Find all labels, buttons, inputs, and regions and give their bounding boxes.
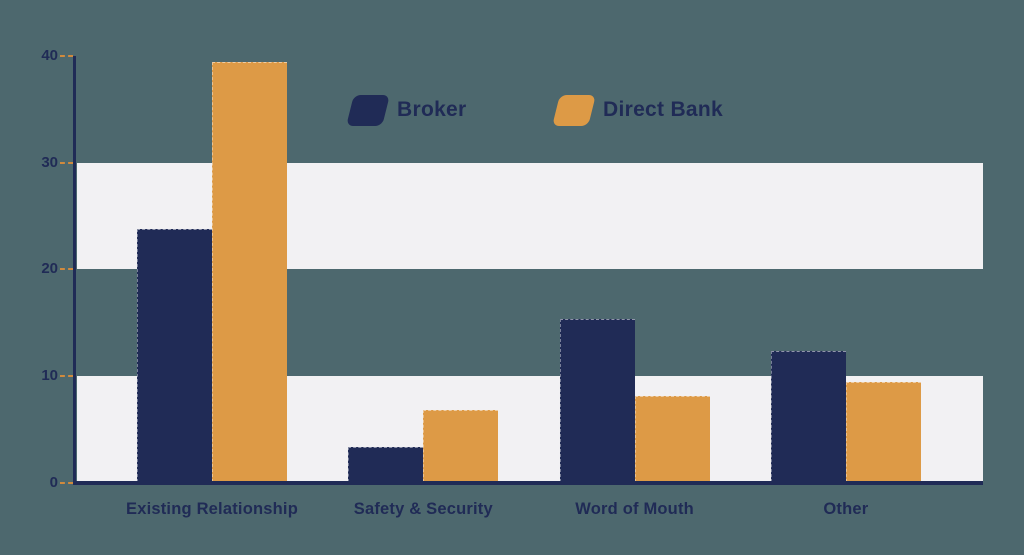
legend-item-broker: Broker xyxy=(346,91,467,129)
y-tick-mark xyxy=(60,481,73,484)
y-tick-label-20: 20 xyxy=(41,260,58,278)
broker-legend-label: Broker xyxy=(397,98,467,121)
direct-bank-legend-label: Direct Bank xyxy=(603,98,724,121)
x-category-label-other: Other xyxy=(823,500,869,518)
bar-broker-safety-security xyxy=(348,447,424,483)
y-tick-mark xyxy=(60,268,73,271)
y-tick-mark xyxy=(60,55,73,57)
y-tick-label-40: 40 xyxy=(41,47,58,64)
legend-item-direct-bank: Direct Bank xyxy=(552,91,724,129)
x-category-label-safety-security: Safety & Security xyxy=(353,500,493,518)
y-tick-label-30: 30 xyxy=(41,153,58,171)
y-tick-mark xyxy=(60,374,73,377)
y-tick-mark xyxy=(60,161,73,164)
x-axis-baseline xyxy=(73,480,983,485)
x-category-label-word-of-mouth: Word of Mouth xyxy=(575,500,694,518)
y-axis-line xyxy=(73,56,76,483)
bar-broker-existing-relationship xyxy=(137,228,212,483)
bar-direct-bank-other xyxy=(845,382,921,483)
y-tick-label-0: 0 xyxy=(49,473,58,491)
bar-direct-bank-word-of-mouth xyxy=(634,396,710,483)
broker-legend-swatch xyxy=(346,94,390,126)
bar-broker-word-of-mouth xyxy=(559,319,635,483)
y-tick-label-10: 10 xyxy=(41,366,58,384)
bar-broker-other xyxy=(770,351,846,483)
direct-bank-legend-swatch xyxy=(552,94,596,126)
bar-direct-bank-existing-relationship xyxy=(212,62,287,483)
bar-direct-bank-safety-security xyxy=(423,409,499,483)
x-category-label-existing-relationship: Existing Relationship xyxy=(126,500,298,518)
